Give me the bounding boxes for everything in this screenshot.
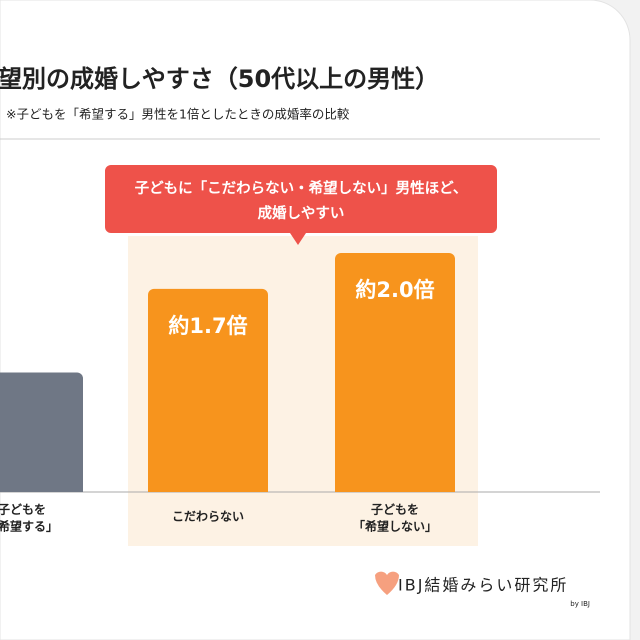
x-tick-label: 「希望しない」 <box>353 519 437 534</box>
x-tick-label: こだわらない <box>172 510 244 524</box>
logo-by: by IBJ <box>570 600 590 608</box>
chart-subtitle: ※子どもを「希望する」男性を1倍としたときの成婚率の比較 <box>6 107 350 122</box>
callout-text: 子どもに「こだわらない・希望しない」男性ほど、 <box>135 179 468 197</box>
value-label: 約2.0倍 <box>355 278 434 302</box>
x-tick-label: 子どもを <box>0 503 46 517</box>
value-label: 約1.7倍 <box>168 314 247 338</box>
x-tick-label: 「希望する」 <box>0 519 58 534</box>
bar <box>148 288 268 492</box>
bar <box>335 253 455 492</box>
bar <box>0 372 83 492</box>
logo-text: IBJ結婚みらい研究所 <box>398 576 568 595</box>
chart-title: 望別の成婚しやすさ（50代以上の男性） <box>0 65 439 93</box>
callout <box>105 165 497 245</box>
callout-text: 成婚しやすい <box>258 204 345 222</box>
x-tick-label: 子どもを <box>371 503 419 517</box>
logo-heart <box>375 571 399 595</box>
